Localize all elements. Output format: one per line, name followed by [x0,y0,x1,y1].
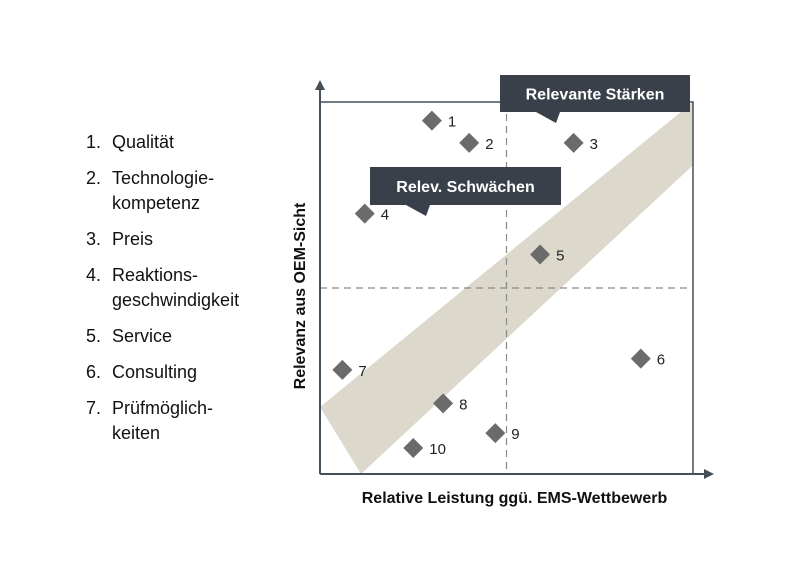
data-point-marker [421,110,442,131]
data-point-marker [485,423,506,444]
data-point-marker [459,132,480,153]
legend-label: Prüfmöglich- keiten [112,398,214,443]
legend-number: 1. [86,132,102,152]
legend-label: Consulting [112,362,198,382]
callout-weaknesses-pointer [406,205,430,216]
callout-strengths-box [500,75,690,112]
legend-label: Reaktions- geschwindigkeit [112,265,240,310]
legend-number: 7. [86,398,102,418]
x-axis-arrow [704,469,714,479]
legend-number: 6. [86,362,102,382]
data-point-label: 10 [429,441,446,458]
y-axis-arrow [315,80,325,90]
callout-weaknesses-text: Relev. Schwächen [396,179,534,196]
legend-item: 4. Reaktions- geschwindigkeit [86,263,286,313]
callout-strengths-pointer [536,112,560,123]
legend-item: 3. Preis [86,227,286,252]
data-point-label: 5 [556,248,564,265]
legend-number: 5. [86,326,102,346]
legend-list: 1. Qualität 2. Technologie- kompetenz 3. Prei… [86,130,286,457]
legend-item: 5. Service [86,324,286,349]
y-axis-label: Relevanz aus OEM-Sicht [292,202,309,389]
data-point-label: 8 [459,396,467,413]
legend-label: Technologie- kompetenz [112,168,215,213]
plot-frame [320,101,694,474]
data-point-marker [630,348,651,369]
data-point-label: 1 [448,114,456,131]
data-point-marker [403,437,424,458]
data-point-label: 4 [381,207,389,224]
legend-label: Preis [112,229,154,249]
legend-number: 4. [86,265,102,285]
legend-item: 7. Prüfmöglich- keiten [86,396,286,446]
x-axis-label: Relative Leistung ggü. EMS-Wettbewerb [362,490,668,507]
legend-item: 6. Consulting [86,360,286,385]
legend-label: Service [112,326,173,346]
callout-strengths-text: Relevante Stärken [526,87,665,104]
data-point-label: 7 [358,363,366,380]
data-point-marker [354,203,375,224]
data-point-marker [530,244,551,265]
callout-weaknesses-box [370,167,561,205]
data-point-marker [332,359,353,380]
legend-number: 2. [86,168,102,188]
data-point-label: 3 [590,136,598,153]
legend-number: 3. [86,229,102,249]
data-point-marker [563,132,584,153]
legend-item: 1. Qualität [86,130,286,155]
legend-label: Qualität [112,132,175,152]
data-point-label: 9 [511,426,519,443]
data-point-marker [433,393,454,414]
data-point-label: 6 [657,352,665,369]
legend-item: 2. Technologie- kompetenz [86,166,286,216]
data-point-label: 2 [485,136,493,153]
